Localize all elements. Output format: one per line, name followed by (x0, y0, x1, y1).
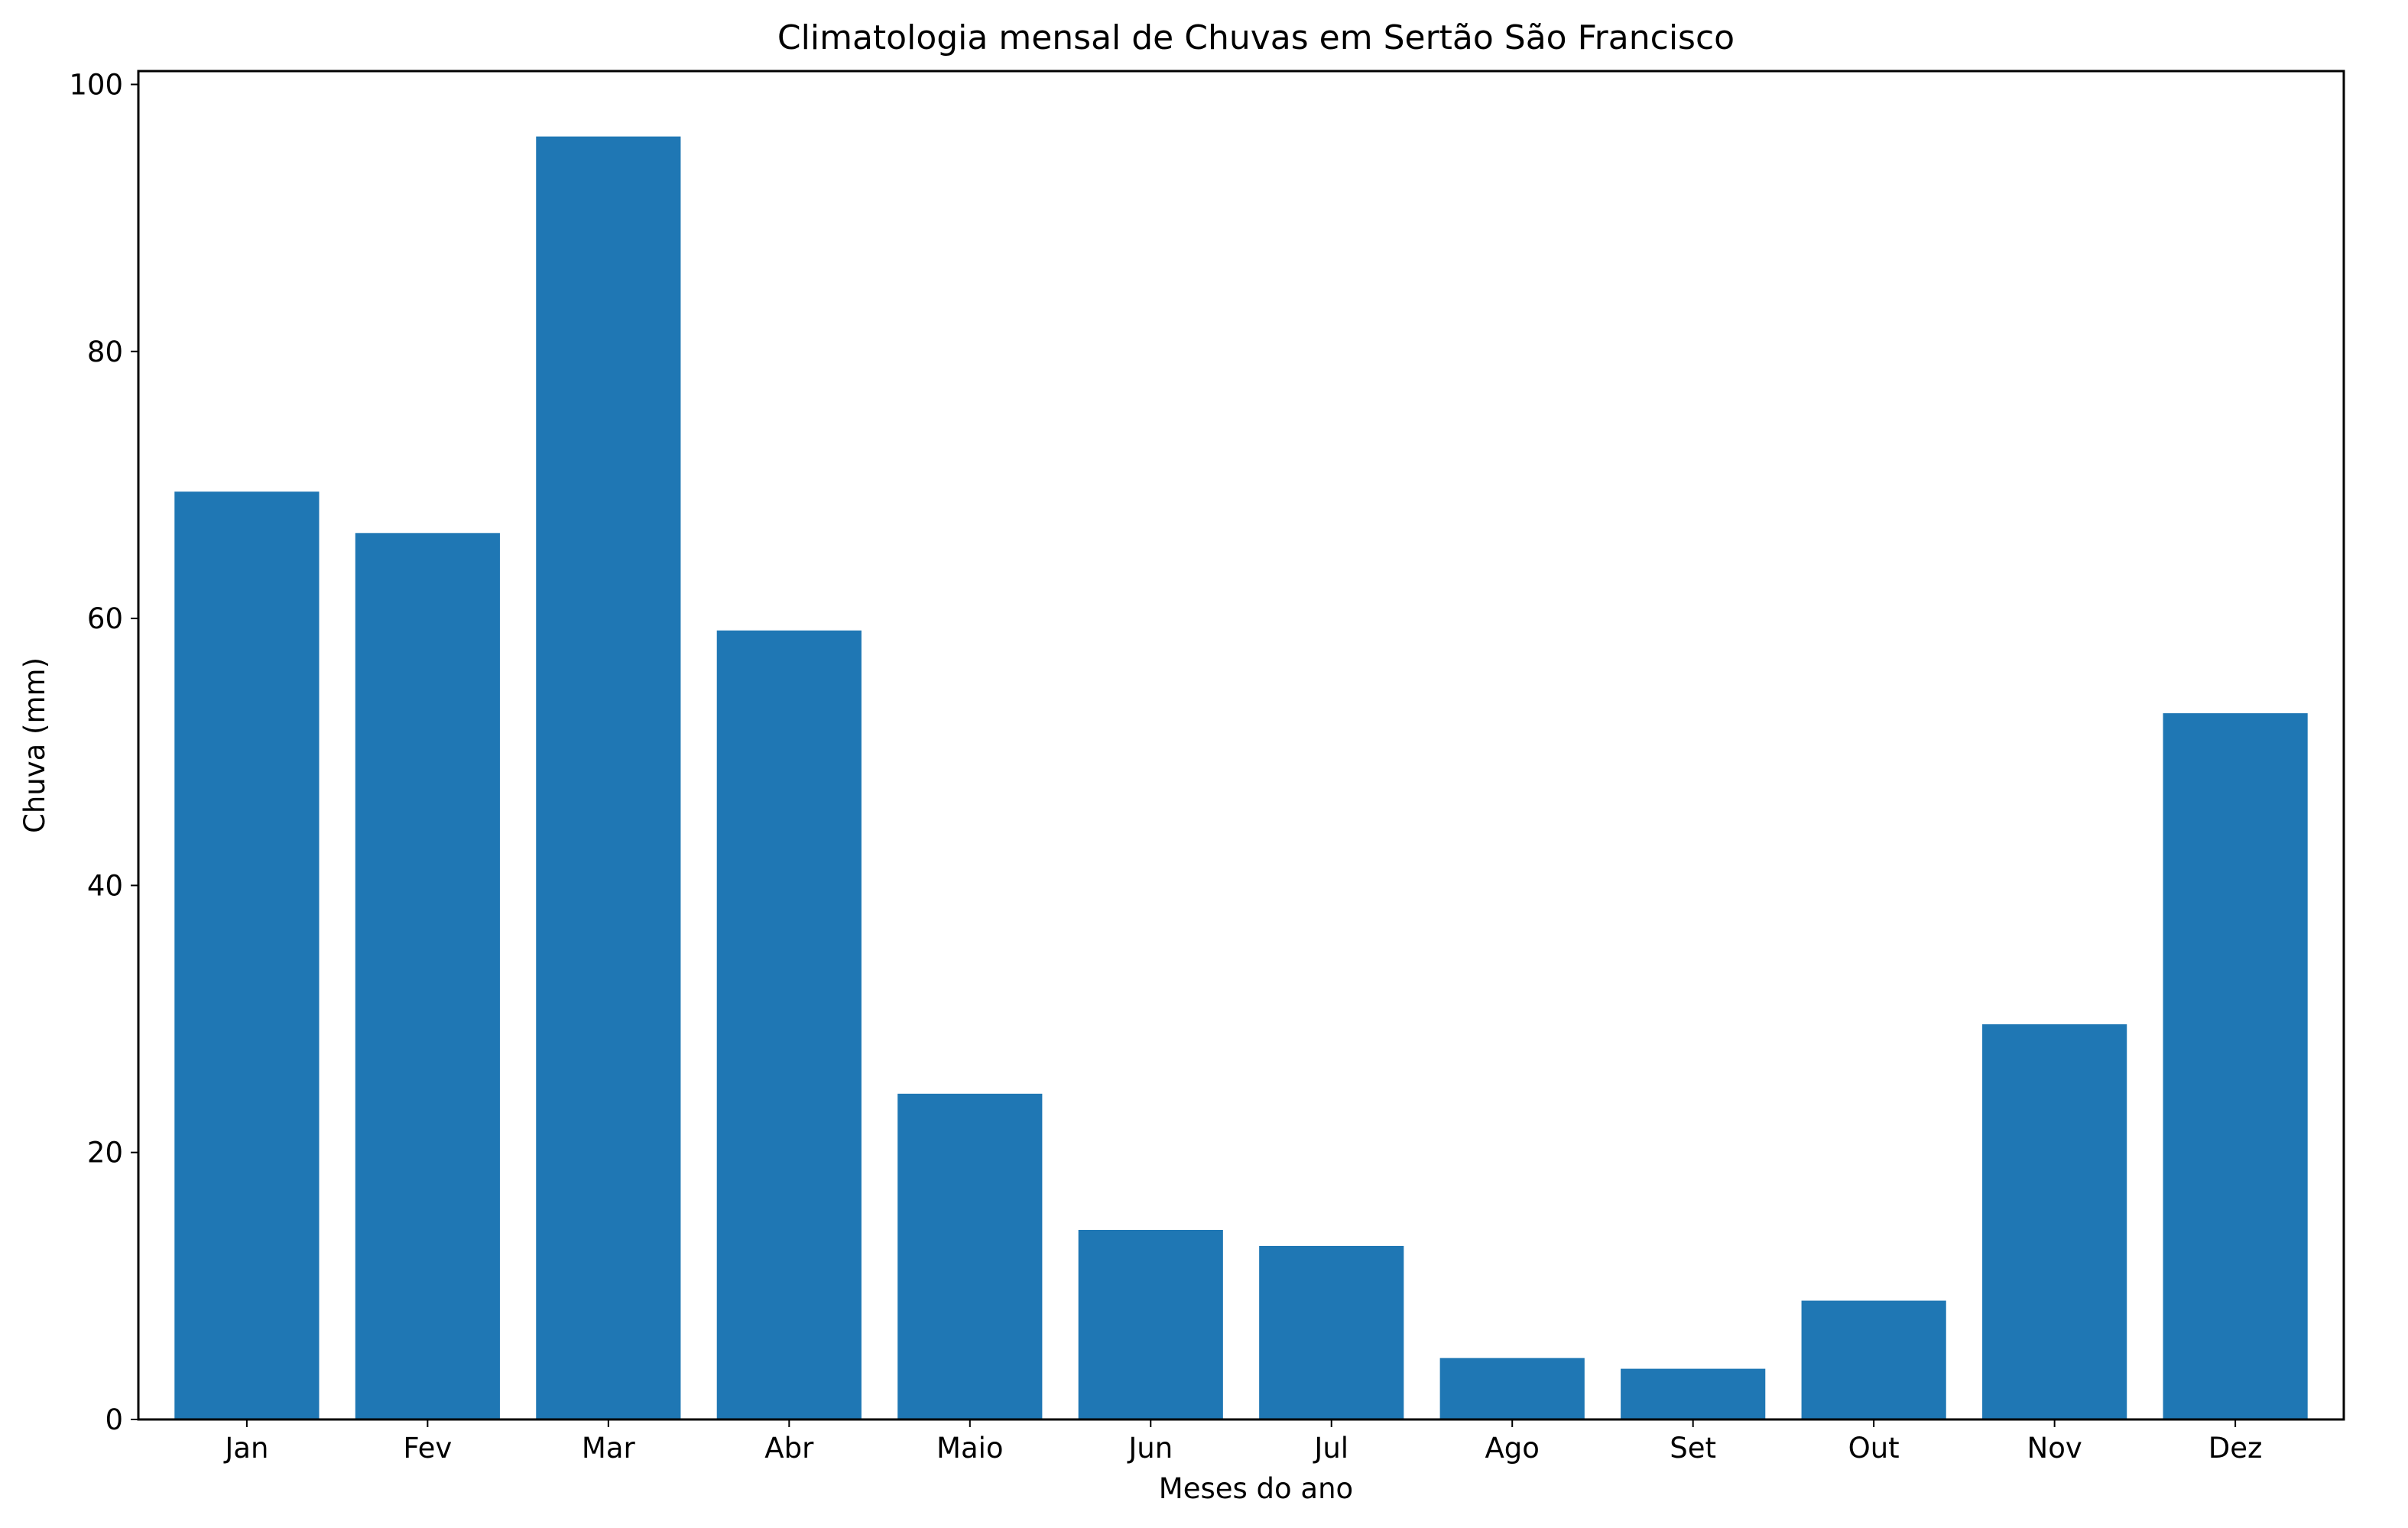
x-tick-label: Jan (223, 1432, 268, 1465)
bar-jan (174, 491, 320, 1419)
bar-nov (1982, 1024, 2127, 1419)
y-tick-label: 100 (69, 68, 123, 101)
bar-abr (716, 630, 862, 1419)
y-axis-label: Chuva (mm) (18, 657, 51, 833)
bar-set (1621, 1368, 1766, 1419)
x-tick-label: Maio (936, 1432, 1004, 1465)
x-tick-label: Jul (1313, 1432, 1348, 1465)
x-tick-label: Out (1848, 1432, 1900, 1465)
x-tick-label: Jun (1127, 1432, 1173, 1465)
plot-frame (137, 70, 2345, 1421)
chart-title: Climatologia mensal de Chuvas em Sertão … (777, 18, 1735, 57)
x-tick-label: Fev (403, 1432, 452, 1465)
bars-group (174, 136, 2308, 1419)
y-tick-label: 80 (87, 336, 123, 368)
x-tick-label: Nov (2027, 1432, 2082, 1465)
x-axis-label: Meses do ano (1159, 1472, 1353, 1505)
x-tick-label: Dez (2208, 1432, 2263, 1465)
bar-ago (1439, 1358, 1585, 1419)
bar-mar (536, 136, 681, 1419)
bar-out (1801, 1300, 1946, 1419)
x-tick-label: Abr (764, 1432, 814, 1465)
x-tick-label: Ago (1485, 1432, 1539, 1465)
bar-dez (2163, 713, 2308, 1419)
bar-jul (1259, 1245, 1404, 1419)
bar-maio (897, 1093, 1043, 1419)
x-axis-ticks: Jan Fev Mar Abr Maio Jun Jul Ago Set Out Nov Dez (223, 1419, 2262, 1465)
bar-fev (355, 533, 500, 1419)
bar-jun (1078, 1229, 1223, 1419)
y-tick-label: 40 (87, 869, 123, 902)
y-tick-label: 20 (87, 1137, 123, 1170)
x-tick-label: Mar (582, 1432, 636, 1465)
y-tick-label: 0 (105, 1403, 123, 1436)
y-axis-ticks: 0 20 40 60 80 100 (69, 68, 138, 1436)
y-tick-label: 60 (87, 602, 123, 635)
x-tick-label: Set (1670, 1432, 1716, 1465)
